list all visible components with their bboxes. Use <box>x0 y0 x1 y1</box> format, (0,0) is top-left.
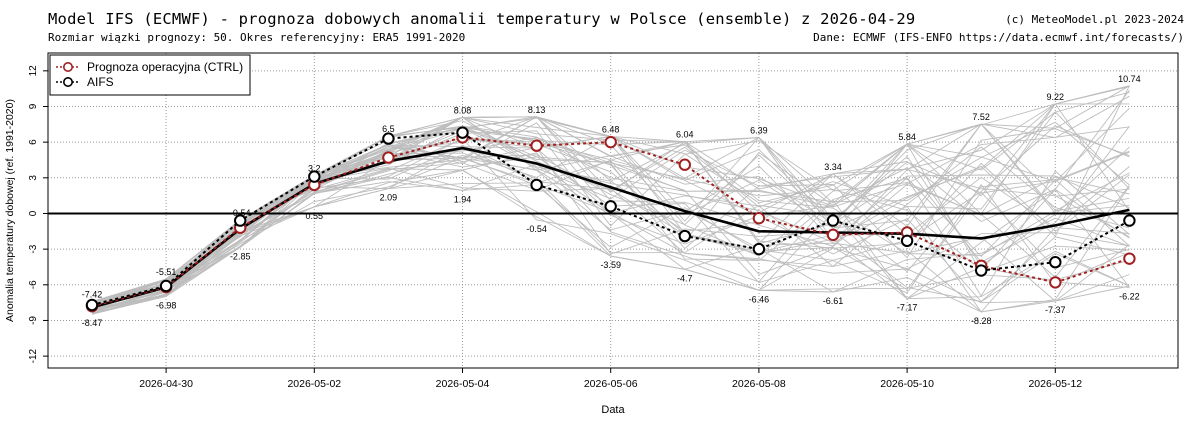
ensemble-extreme-labels: -7.42 -5.51 -0.54 3.2 6.5 8.08 8.13 6.48 6.04 6.3… <box>82 74 1141 328</box>
ensemble-min-label: -6.98 <box>156 300 177 310</box>
ensemble-max-label: 10.74 <box>1118 74 1141 84</box>
ensemble-min-label: -6.61 <box>823 296 844 306</box>
series-point-ctrl <box>382 151 395 164</box>
ensemble-member-line <box>91 130 1130 306</box>
y-tick-label: 0 <box>28 210 39 216</box>
ensemble-max-label: 9.22 <box>1047 92 1065 102</box>
ensemble-max-label: -5.51 <box>156 267 177 277</box>
series-point-ctrl <box>604 135 617 149</box>
ensemble-member-line <box>91 137 1130 311</box>
y-tick-label: 6 <box>28 139 39 145</box>
series-line-aifs <box>91 131 1130 306</box>
ensemble-min-label: 0.55 <box>306 211 324 221</box>
ensemble-min-label: -8.28 <box>971 316 992 326</box>
y-tick-label: -3 <box>28 244 39 253</box>
legend-box <box>49 54 251 96</box>
plot-frame <box>47 52 1179 369</box>
legend-marker-aifs <box>62 77 73 88</box>
ensemble-max-label: 6.04 <box>676 130 694 140</box>
y-tick-label: -6 <box>28 280 39 289</box>
series-point-aifs <box>234 214 247 227</box>
series-point-ctrl <box>1049 276 1062 289</box>
x-tick-label: 2026-05-06 <box>584 378 638 390</box>
series-point-aifs <box>85 298 99 312</box>
series-point-aifs <box>530 178 543 192</box>
ensemble-min-label: 1.94 <box>454 194 472 204</box>
x-tick-label: 2026-04-30 <box>139 378 193 390</box>
ensemble-max-label: 6.5 <box>382 124 395 134</box>
x-tick-label: 2026-05-04 <box>436 378 490 390</box>
ensemble-max-label: 8.13 <box>528 105 546 115</box>
series-point-ctrl <box>826 228 840 242</box>
series-lines <box>85 126 1136 313</box>
ensemble-max-label: 3.34 <box>824 162 842 172</box>
ensemble-member-line <box>91 152 1130 313</box>
ensemble-max-label: 7.52 <box>972 112 990 122</box>
legend-marker-ctrl <box>62 61 73 72</box>
ensemble-min-label: -0.54 <box>526 224 547 234</box>
series-point-aifs <box>308 170 321 183</box>
series-point-ctrl <box>530 139 543 152</box>
series-point-aifs <box>1049 256 1062 269</box>
x-tick-label: 2026-05-08 <box>732 378 786 390</box>
ensemble-member-line <box>91 157 1130 315</box>
ensemble-min-label: -7.37 <box>1045 305 1066 315</box>
ensemble-max-label: 5.84 <box>898 132 916 142</box>
series-point-aifs <box>975 264 988 277</box>
y-tick-label: -12 <box>28 348 39 363</box>
chart-title: Model IFS (ECMWF) - prognoza dobowych an… <box>48 10 916 28</box>
series-point-ctrl <box>678 158 691 171</box>
y-tick-label: 3 <box>28 175 39 181</box>
ensemble-max-label: 8.08 <box>454 105 472 115</box>
series-point-aifs <box>678 229 691 243</box>
ensemble-max-label: -0.54 <box>230 208 251 218</box>
series-point-aifs <box>159 279 173 293</box>
ensemble-min-label: -8.47 <box>82 318 103 328</box>
x-tick-label: 2026-05-12 <box>1028 378 1082 390</box>
axes: -12 -9 -6 -3 0 3 6 9 12 2026-04-30 2026-05-02 2026-… <box>28 52 1179 390</box>
ensemble-min-label: -3.59 <box>600 260 621 270</box>
chart-subtitle: Rozmiar wiązki prognozy: 50. Okres refer… <box>48 31 466 44</box>
ensemble-min-label: -7.17 <box>897 303 918 313</box>
y-tick-label: 9 <box>28 103 39 109</box>
legend-label-ctrl: Prognoza operacyjna (CTRL) <box>87 60 243 74</box>
x-axis-label: Data <box>601 404 625 416</box>
legend-label-aifs: AIFS <box>87 75 114 89</box>
ensemble-min-label: -2.85 <box>230 251 251 261</box>
series-line-ctrl <box>91 136 1130 308</box>
y-axis-label: Anomalia temperatury dobowej (ref. 1991-… <box>4 99 16 322</box>
series-point-ctrl <box>1123 252 1136 265</box>
y-tick-label: -9 <box>28 316 39 325</box>
series-point-aifs <box>826 214 840 227</box>
series-point-aifs <box>1123 214 1136 227</box>
x-tick-label: 2026-05-02 <box>287 378 341 390</box>
ensemble-max-label: 6.39 <box>750 126 768 136</box>
x-tick-label: 2026-05-10 <box>880 378 934 390</box>
ensemble-max-label: -7.42 <box>82 290 103 300</box>
data-source-note: Dane: ECMWF (IFS-ENFO https://data.ecmwf… <box>813 31 1184 44</box>
ensemble-max-label: 6.48 <box>602 124 620 134</box>
copyright-note: (c) MeteoModel.pl 2023-2024 <box>1005 13 1184 26</box>
y-tick-label: 12 <box>28 65 39 77</box>
series-point-aifs <box>456 126 469 139</box>
ensemble-max-label: 3.2 <box>308 163 321 173</box>
ensemble-member-line <box>91 147 1130 311</box>
ensemble-member-line <box>91 144 1130 305</box>
ensemble-member-line <box>91 138 1130 312</box>
ensemble-member-line <box>91 130 1130 310</box>
series-point-ctrl <box>752 212 766 225</box>
ensemble-min-label: 2.09 <box>380 193 398 203</box>
series-point-aifs <box>382 132 395 145</box>
legend: Prognoza operacyjna (CTRL)AIFS <box>49 54 251 96</box>
ensemble-min-label: -6.22 <box>1119 291 1140 301</box>
series-point-aifs <box>604 200 617 213</box>
series-point-aifs <box>752 242 766 256</box>
ensemble-min-label: -4.7 <box>677 273 693 283</box>
ensemble-min-label: -6.46 <box>749 294 770 304</box>
series-point-aifs <box>900 234 914 248</box>
